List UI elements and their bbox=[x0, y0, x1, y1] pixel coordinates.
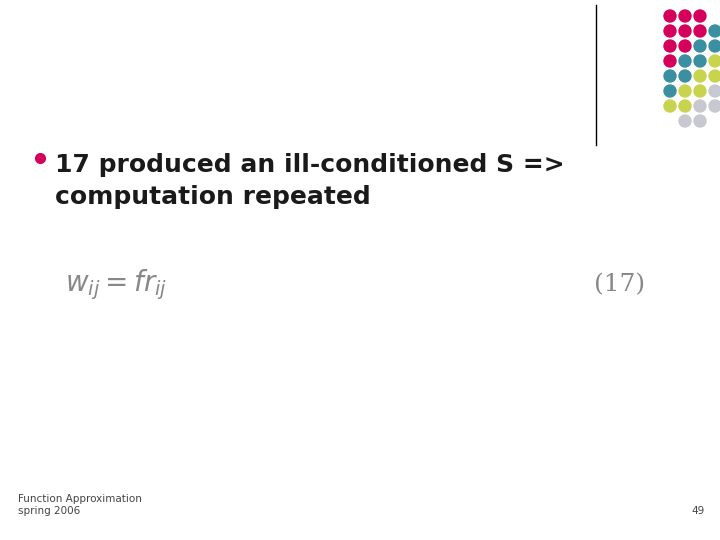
Circle shape bbox=[664, 40, 676, 52]
Circle shape bbox=[694, 10, 706, 22]
Circle shape bbox=[664, 55, 676, 67]
Text: $w_{ij} = fr_{ij}$: $w_{ij} = fr_{ij}$ bbox=[65, 268, 167, 302]
Circle shape bbox=[679, 40, 691, 52]
Circle shape bbox=[694, 115, 706, 127]
Circle shape bbox=[709, 100, 720, 112]
Text: 17 produced an ill-conditioned S =>: 17 produced an ill-conditioned S => bbox=[55, 153, 564, 177]
Circle shape bbox=[694, 85, 706, 97]
Circle shape bbox=[664, 100, 676, 112]
Circle shape bbox=[679, 115, 691, 127]
Circle shape bbox=[679, 70, 691, 82]
Circle shape bbox=[664, 25, 676, 37]
Circle shape bbox=[709, 85, 720, 97]
Circle shape bbox=[694, 70, 706, 82]
Circle shape bbox=[709, 40, 720, 52]
Circle shape bbox=[694, 25, 706, 37]
Circle shape bbox=[679, 10, 691, 22]
Circle shape bbox=[694, 55, 706, 67]
Text: (17): (17) bbox=[595, 273, 646, 296]
Circle shape bbox=[664, 85, 676, 97]
Circle shape bbox=[694, 40, 706, 52]
Circle shape bbox=[709, 25, 720, 37]
Circle shape bbox=[694, 100, 706, 112]
Text: 49: 49 bbox=[692, 506, 705, 516]
Circle shape bbox=[664, 70, 676, 82]
Circle shape bbox=[709, 70, 720, 82]
Circle shape bbox=[664, 10, 676, 22]
Text: computation repeated: computation repeated bbox=[55, 185, 371, 209]
Circle shape bbox=[679, 85, 691, 97]
Text: Function Approximation
spring 2006: Function Approximation spring 2006 bbox=[18, 495, 142, 516]
Circle shape bbox=[679, 55, 691, 67]
Circle shape bbox=[709, 55, 720, 67]
Circle shape bbox=[679, 25, 691, 37]
Circle shape bbox=[679, 100, 691, 112]
